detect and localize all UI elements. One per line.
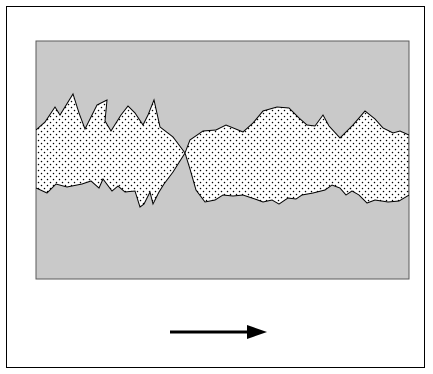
fracture-diagram [35, 40, 410, 339]
left-dotted-region [36, 92, 186, 208]
diagram-frame [6, 6, 425, 368]
arrow-right-icon [170, 325, 267, 339]
right-dotted-region [184, 106, 409, 205]
